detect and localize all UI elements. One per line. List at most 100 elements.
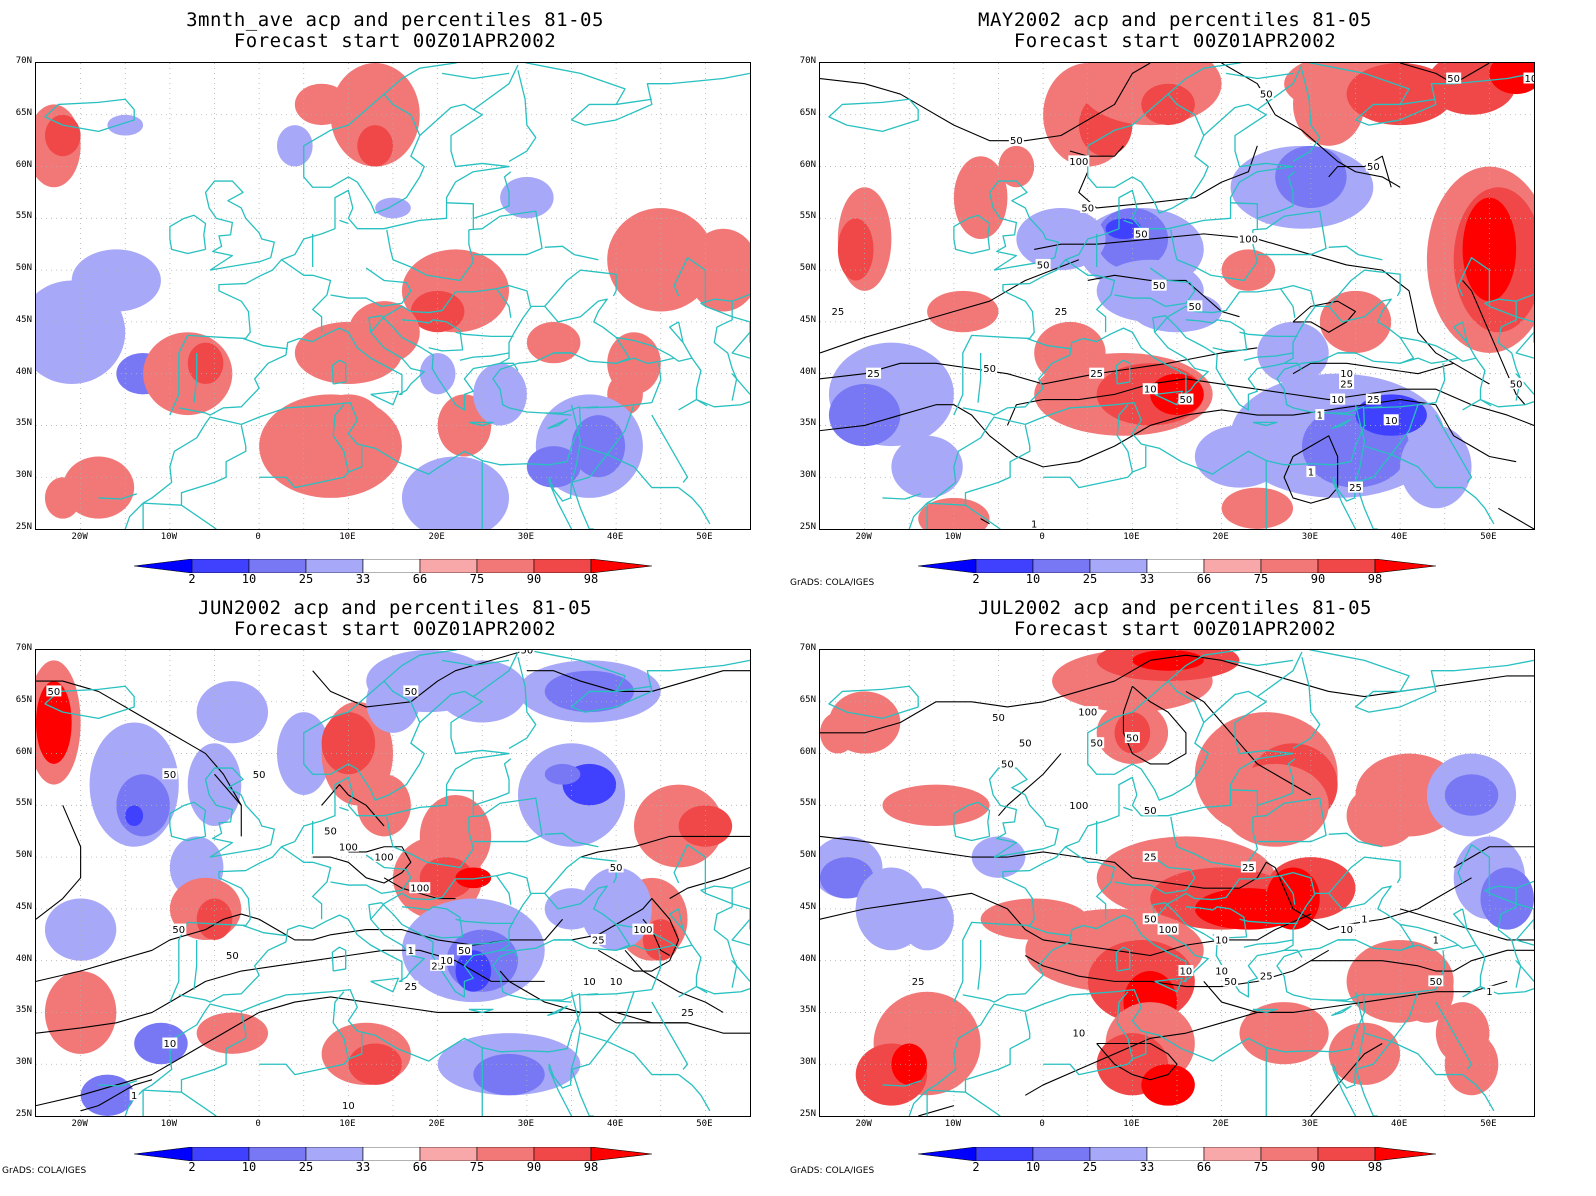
lat-tick-label: 25N xyxy=(15,1109,32,1119)
coast-line xyxy=(731,880,750,889)
shading-cell xyxy=(134,1022,188,1065)
lat-tick-label: 30N xyxy=(799,470,816,481)
coast-line xyxy=(678,1074,711,1112)
contour-label: 50 xyxy=(1144,915,1157,926)
contour-label: 50 xyxy=(1188,302,1201,313)
coast-line xyxy=(1364,993,1383,996)
coast-line xyxy=(1225,659,1294,667)
colorbar-segment xyxy=(1374,1146,1437,1162)
contour-label-bg xyxy=(1484,985,1494,997)
contour-line xyxy=(980,518,990,525)
contour-label: 10 xyxy=(440,956,453,967)
colorbar-segment xyxy=(1146,1146,1205,1162)
shading-cell xyxy=(196,681,269,744)
contour-label-bg xyxy=(910,975,926,987)
contour-label-bg xyxy=(1428,975,1444,987)
shading-cell xyxy=(1346,784,1418,847)
colorbar-label: 66 xyxy=(1196,1160,1212,1174)
lat-tick-label: 25N xyxy=(799,1109,816,1119)
coast-line xyxy=(1354,481,1378,529)
shading-cell xyxy=(820,857,874,899)
lon-tick-label: 20W xyxy=(855,532,872,542)
panel-title-line1: JUL2002 acp and percentiles 81-05 xyxy=(978,597,1372,619)
map-canvas xyxy=(36,63,750,529)
coast-line xyxy=(908,885,1415,1116)
coast-line xyxy=(678,487,711,525)
coast-line xyxy=(401,906,464,939)
contour-label-bg xyxy=(162,1037,178,1049)
lon-tick-label: 10W xyxy=(160,532,177,542)
coast-line xyxy=(44,685,135,719)
coast-line xyxy=(204,767,275,858)
coast-line xyxy=(616,685,652,693)
colorbar-label: 2 xyxy=(188,572,196,586)
contour-label: 50 xyxy=(992,713,1005,724)
contour-labels: 50 50505050501001001005050251012510501002… xyxy=(46,650,696,1112)
lat-tick-label: 35N xyxy=(799,418,816,429)
coast-line xyxy=(570,1068,594,1116)
shading-cell xyxy=(1400,425,1472,509)
contour-label-bg xyxy=(1089,737,1105,749)
contour-label-bg xyxy=(1240,861,1256,873)
map-panel-may2002: MAY2002 acp and percentiles 81-05 Foreca… xyxy=(790,0,1596,590)
coast-line xyxy=(965,1091,1001,1116)
shading-cell xyxy=(1346,63,1454,126)
shading-cell xyxy=(276,125,313,167)
coast-line xyxy=(1167,93,1205,136)
contour-label-bg xyxy=(1339,367,1355,379)
lon-tick-label: 30E xyxy=(1301,1119,1318,1129)
coast-line xyxy=(828,98,919,132)
contour-label-bg xyxy=(866,367,882,379)
contour-line xyxy=(998,753,1062,817)
lat-tick-label: 60N xyxy=(15,159,32,170)
contour-label-bg xyxy=(1508,378,1524,390)
coast-line xyxy=(1328,832,1383,848)
coast-line xyxy=(468,210,543,256)
coast-line xyxy=(651,950,662,990)
colorbar xyxy=(917,1146,1437,1162)
contour-label: 10 xyxy=(1180,967,1193,978)
coast-line xyxy=(1043,476,1129,489)
contour-label-bg xyxy=(1214,933,1230,945)
lon-tick-label: 10E xyxy=(339,1119,356,1129)
contour-label: 50 xyxy=(47,687,60,698)
colorbar-label: 10 xyxy=(1025,572,1041,586)
contour-line xyxy=(1462,280,1526,406)
shading-cell xyxy=(1141,1064,1195,1106)
contour-label-bg xyxy=(1142,804,1158,816)
coast-line xyxy=(669,908,684,931)
contour-label-bg xyxy=(1258,88,1274,100)
contour-label-bg xyxy=(323,825,339,837)
lon-tick-label: 0 xyxy=(1039,1119,1045,1129)
colorbar-label: 25 xyxy=(1082,572,1098,586)
contour-label-bg xyxy=(1258,970,1274,982)
coast-line xyxy=(1331,418,1352,430)
colorbar-label: 25 xyxy=(298,572,314,586)
shading-cell xyxy=(927,290,999,333)
colorbar-label: 90 xyxy=(526,572,542,586)
coast-line xyxy=(98,1080,138,1087)
coast-line xyxy=(678,985,750,998)
coast-line xyxy=(98,493,138,500)
coast-line xyxy=(193,939,198,990)
contour-label-bg xyxy=(439,954,455,966)
coast-line xyxy=(370,288,512,333)
lat-tick-label: 65N xyxy=(15,694,32,705)
map-canvas: 1005050505050501005010050502525502525105… xyxy=(820,63,1534,529)
coast-line xyxy=(1390,453,1463,489)
shading-cell xyxy=(607,207,715,312)
contour-label-bg xyxy=(1315,409,1325,421)
contour-label-bg xyxy=(1124,732,1140,744)
coast-line xyxy=(169,214,207,255)
colorbar-segment xyxy=(1203,558,1262,574)
coast-line xyxy=(1328,856,1401,894)
contour-label: 50 xyxy=(324,827,337,838)
shading-cell xyxy=(837,218,874,281)
lat-tick-label: 60N xyxy=(799,746,816,757)
coast-line xyxy=(468,421,494,427)
coast-line xyxy=(548,991,582,1116)
coast-line xyxy=(1065,259,1116,333)
coast-line xyxy=(1331,1005,1352,1017)
coast-line xyxy=(1026,337,1072,350)
coast-line xyxy=(1332,991,1366,1116)
